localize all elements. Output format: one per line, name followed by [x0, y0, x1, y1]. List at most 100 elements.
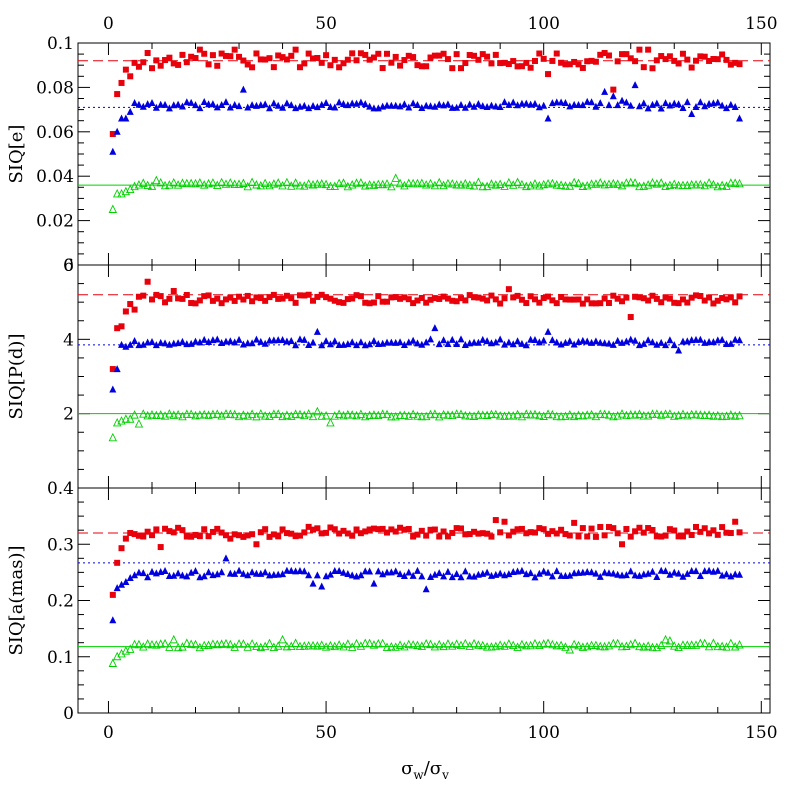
- data-point-blue-triangle: [109, 385, 117, 393]
- y-tick-label: 0.04: [36, 167, 74, 187]
- data-point-blue-triangle: [318, 341, 326, 349]
- data-point-green-open-triangle: [252, 179, 261, 189]
- data-point-red-square: [457, 65, 464, 72]
- data-point-green-open-triangle: [226, 409, 235, 419]
- data-point-red-square: [310, 526, 317, 533]
- data-point-red-square: [501, 295, 508, 302]
- data-point-red-square: [384, 298, 391, 305]
- data-point-red-square: [549, 297, 556, 304]
- series-green: [108, 173, 744, 213]
- data-point-blue-triangle: [548, 336, 556, 344]
- data-point-blue-triangle: [440, 572, 448, 580]
- data-point-blue-triangle: [361, 567, 369, 575]
- panel-frame: [77, 487, 771, 714]
- data-point-green-open-triangle: [478, 181, 487, 191]
- data-point-red-square: [249, 64, 256, 71]
- data-point-red-square: [336, 299, 343, 306]
- data-point-red-square: [423, 299, 430, 306]
- data-point-red-square: [175, 61, 182, 68]
- y-tick-label: 0.1: [47, 648, 74, 668]
- data-point-red-square: [444, 533, 451, 540]
- panel-3: 0 0.1 0.2 0.3 0.4 SIQ[a(mas)]: [6, 479, 771, 724]
- data-point-red-square: [379, 65, 386, 72]
- data-point-blue-triangle: [287, 337, 295, 345]
- data-point-green-open-triangle: [461, 178, 470, 188]
- data-point-red-square: [449, 297, 456, 304]
- x-tick-label-bottom: 50: [315, 723, 337, 743]
- y-tick-label: 0.3: [47, 535, 74, 555]
- data-point-blue-triangle: [270, 99, 278, 107]
- data-point-green-open-triangle: [656, 178, 666, 187]
- data-point-blue-triangle: [178, 571, 186, 579]
- data-point-green-open-triangle: [700, 638, 709, 648]
- data-point-green-open-triangle: [556, 411, 566, 421]
- data-point-red-square: [649, 292, 656, 299]
- data-point-green-open-triangle: [517, 179, 527, 189]
- data-point-blue-triangle: [174, 100, 182, 108]
- data-point-blue-triangle: [135, 568, 143, 576]
- data-point-blue-triangle: [679, 572, 687, 580]
- data-point-blue-triangle: [670, 341, 678, 349]
- data-point-blue-triangle: [400, 340, 408, 348]
- data-point-green-open-triangle: [495, 179, 505, 188]
- data-point-green-open-triangle: [291, 409, 300, 418]
- data-point-red-square: [288, 52, 295, 59]
- data-point-green-open-triangle: [226, 639, 235, 649]
- data-point-red-square: [244, 532, 251, 539]
- data-point-red-square: [292, 46, 299, 53]
- data-point-red-square: [727, 61, 734, 68]
- data-point-red-square: [679, 50, 686, 57]
- data-point-red-square: [344, 296, 351, 303]
- data-point-blue-triangle: [300, 335, 308, 343]
- data-point-green-open-triangle: [295, 409, 305, 419]
- data-point-green-open-triangle: [278, 634, 287, 644]
- data-point-red-square: [222, 532, 229, 539]
- data-point-green-open-triangle: [226, 178, 235, 187]
- data-point-red-square: [175, 295, 182, 302]
- data-point-blue-triangle: [139, 569, 147, 577]
- series-green: [108, 406, 744, 442]
- data-point-red-square: [379, 298, 386, 305]
- data-point-red-square: [127, 73, 134, 80]
- data-point-blue-triangle: [305, 104, 313, 112]
- data-point-blue-triangle: [696, 335, 704, 343]
- data-point-blue-triangle: [557, 571, 565, 579]
- data-point-red-square: [196, 46, 203, 53]
- data-point-blue-triangle: [248, 339, 256, 347]
- data-point-blue-triangle: [648, 338, 656, 346]
- data-point-blue-triangle: [118, 580, 126, 588]
- data-point-green-open-triangle: [430, 180, 440, 190]
- data-point-blue-triangle: [309, 338, 317, 346]
- data-point-red-square: [610, 525, 617, 532]
- data-point-blue-triangle: [109, 616, 117, 624]
- data-point-green-open-triangle: [487, 642, 496, 651]
- data-point-blue-triangle: [178, 337, 186, 345]
- data-point-green-open-triangle: [426, 409, 435, 419]
- data-point-blue-triangle: [279, 570, 287, 578]
- data-point-red-square: [266, 294, 273, 301]
- data-point-green-open-triangle: [374, 639, 383, 648]
- data-point-blue-triangle: [118, 340, 126, 348]
- data-point-red-square: [614, 530, 621, 537]
- data-point-red-square: [518, 296, 525, 303]
- data-point-green-open-triangle: [125, 414, 135, 423]
- data-point-blue-triangle: [309, 102, 317, 110]
- data-point-blue-triangle: [627, 101, 635, 109]
- data-point-green-open-triangle: [530, 178, 540, 188]
- x-tick-label-bottom: 150: [745, 723, 777, 743]
- data-point-blue-triangle: [675, 100, 683, 108]
- data-point-blue-triangle: [318, 582, 326, 590]
- data-point-blue-triangle: [379, 570, 387, 578]
- data-point-green-open-triangle: [182, 409, 192, 418]
- data-point-red-square: [249, 531, 256, 538]
- data-point-blue-triangle: [714, 98, 722, 106]
- data-point-red-square: [209, 52, 216, 59]
- data-point-red-square: [632, 58, 639, 65]
- data-point-blue-triangle: [531, 335, 539, 343]
- data-point-red-square: [440, 528, 447, 535]
- data-point-blue-triangle: [200, 335, 208, 343]
- data-point-red-square: [558, 526, 565, 533]
- data-point-blue-triangle: [239, 85, 247, 93]
- data-point-red-square: [275, 295, 282, 302]
- data-point-blue-triangle: [535, 569, 543, 577]
